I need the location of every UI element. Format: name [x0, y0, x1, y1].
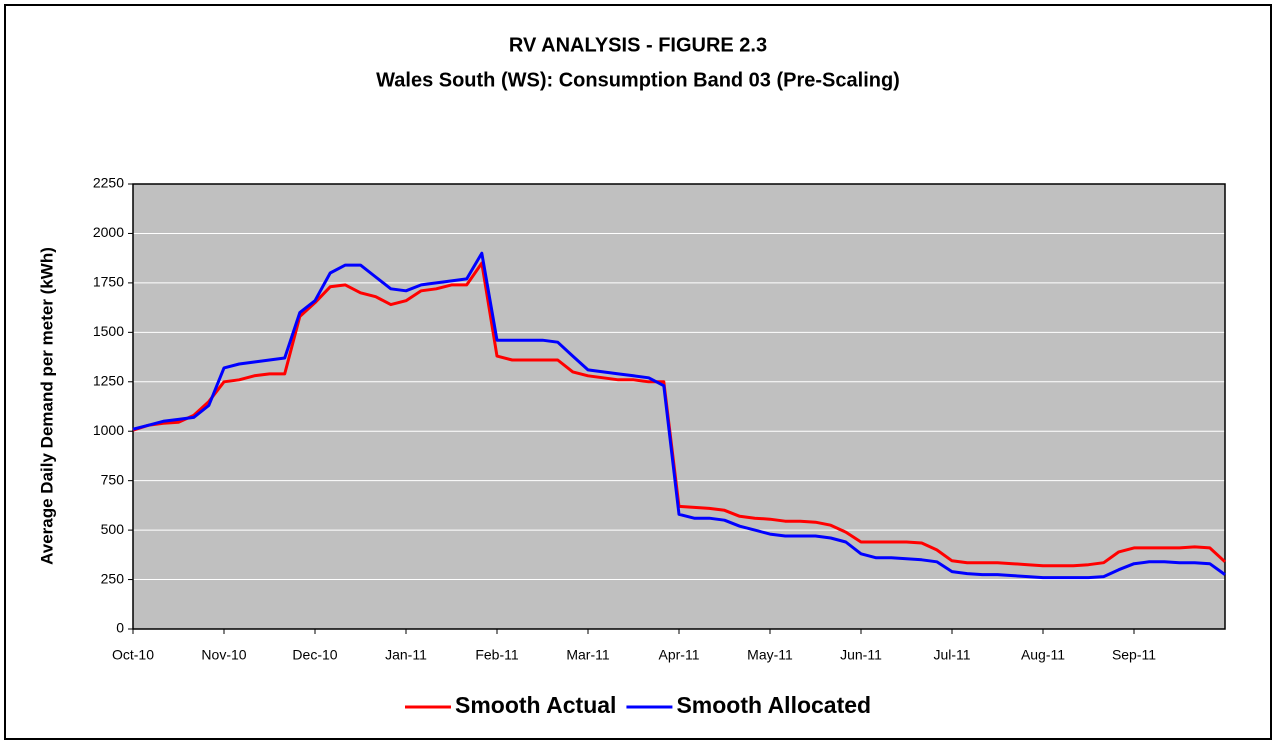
- x-tick-label: Mar-11: [566, 647, 610, 663]
- x-tick-label: Apr-11: [659, 647, 700, 663]
- x-tick-label: Feb-11: [475, 647, 519, 663]
- y-axis-title: Average Daily Demand per meter (kWh): [37, 247, 56, 565]
- chart-title: RV ANALYSIS - FIGURE 2.3: [509, 34, 767, 56]
- y-tick-label: 1000: [93, 422, 124, 438]
- y-tick-label: 250: [101, 570, 125, 586]
- y-tick-label: 500: [101, 521, 125, 537]
- y-tick-label: 2000: [93, 224, 124, 240]
- x-tick-label: Sep-11: [1112, 647, 1156, 663]
- y-tick-label: 0: [116, 620, 124, 636]
- x-tick-label: May-11: [747, 647, 793, 663]
- x-tick-label: Jul-11: [933, 647, 970, 663]
- legend-label: Smooth Allocated: [676, 692, 871, 718]
- series-line: [132, 251, 1226, 580]
- chart-subtitle: Wales South (WS): Consumption Band 03 (P…: [376, 69, 900, 91]
- x-tick-label: Oct-10: [112, 647, 154, 663]
- y-tick-label: 1500: [93, 323, 124, 339]
- legend-label: Smooth Actual: [455, 692, 616, 718]
- x-tick-label: Aug-11: [1021, 647, 1065, 663]
- x-tick-label: Jun-11: [840, 647, 882, 663]
- x-tick-label: Dec-10: [292, 647, 337, 663]
- plot-area: [133, 184, 1225, 629]
- x-tick-label: Nov-10: [201, 647, 246, 663]
- y-tick-label: 750: [101, 471, 125, 487]
- y-tick-label: 1750: [93, 274, 124, 290]
- plot-border: [132, 183, 1226, 630]
- x-tick-label: Jan-11: [385, 647, 427, 663]
- y-tick-label: 2250: [93, 175, 124, 191]
- y-tick-label: 1250: [93, 372, 124, 388]
